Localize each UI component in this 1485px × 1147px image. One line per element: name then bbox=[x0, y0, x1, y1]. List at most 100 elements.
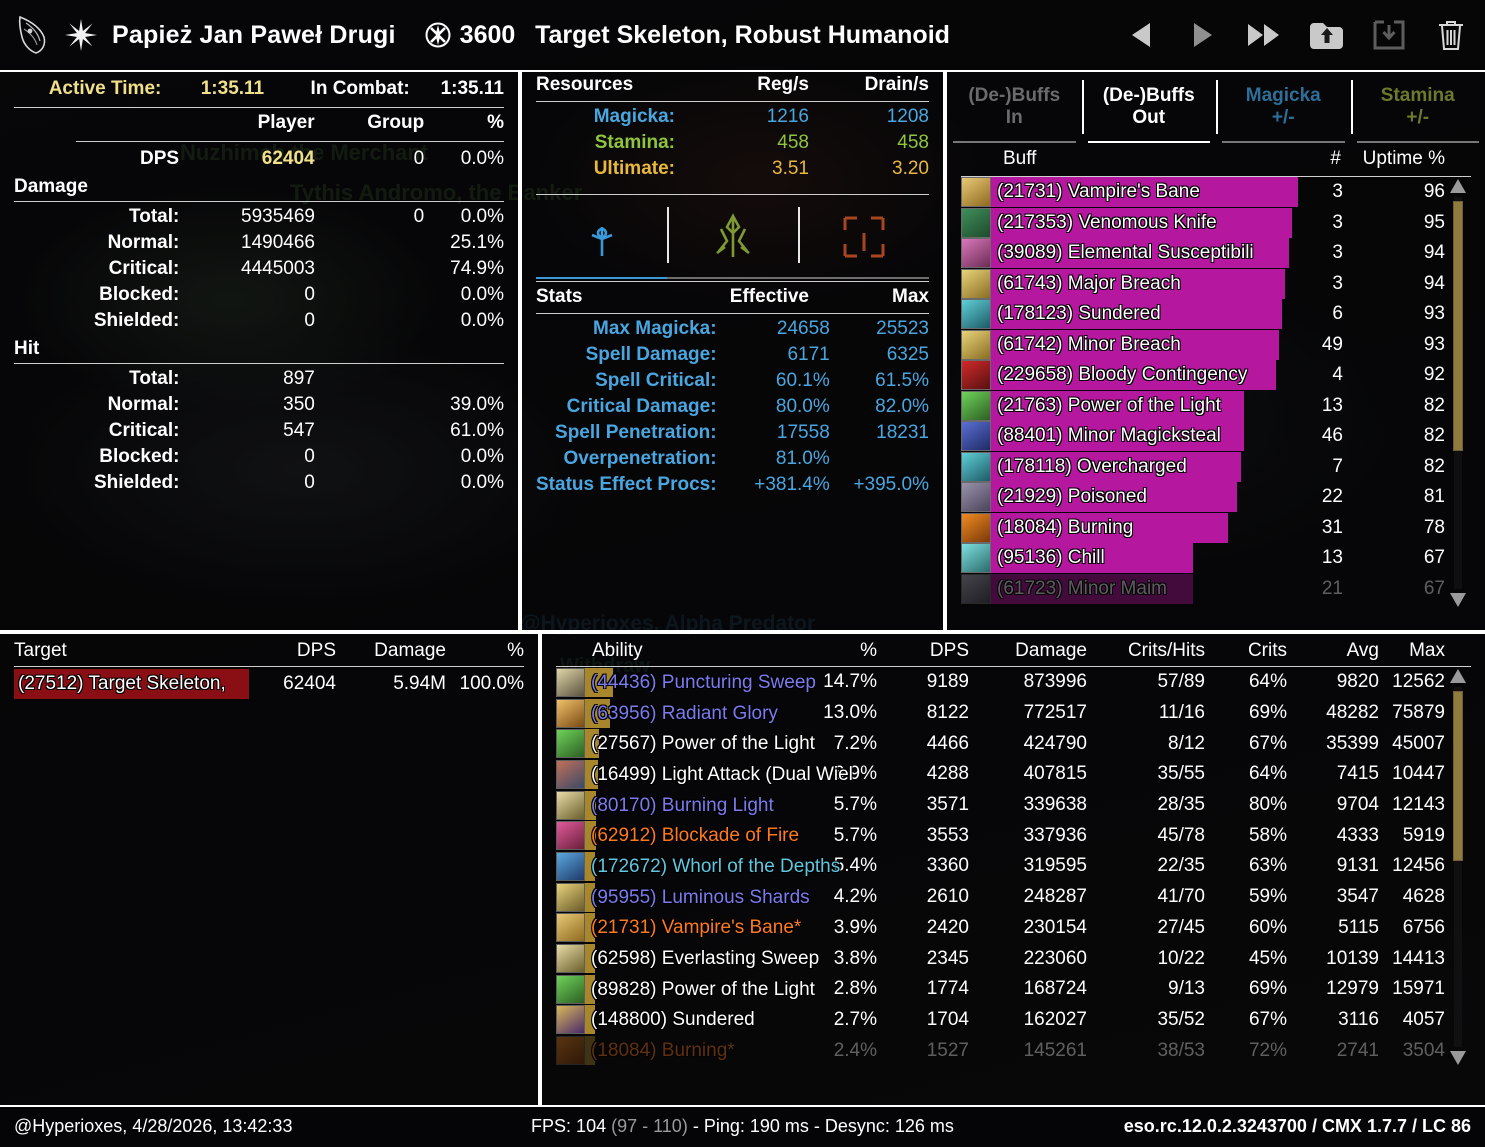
ability-row[interactable]: (62912) Blockade of Fire 5.7% 3553 337936 45… bbox=[556, 820, 1471, 851]
tab-label-line2: +/- bbox=[1406, 107, 1430, 128]
buff-row[interactable]: (88401) Minor Magicksteal 46 82 bbox=[961, 421, 1471, 452]
ability-crits: 69% bbox=[1248, 978, 1287, 1000]
buff-row[interactable]: (18084) Burning 31 78 bbox=[961, 512, 1471, 544]
buff-row[interactable]: (61723) Minor Maim 21 67 bbox=[961, 573, 1471, 605]
scroll-up-icon[interactable] bbox=[1449, 667, 1467, 685]
buff-row[interactable]: (61742) Minor Breach 49 93 bbox=[961, 329, 1471, 361]
ability-damage: 772517 bbox=[1023, 702, 1087, 724]
scroll-up-icon[interactable] bbox=[1449, 177, 1467, 195]
buff-row[interactable]: (229658) Bloody Contingency 4 92 bbox=[961, 360, 1471, 391]
stat-group bbox=[315, 392, 424, 418]
stats-title: Stats bbox=[536, 286, 583, 307]
buff-uptime-bar-wrap: (61742) Minor Breach bbox=[991, 329, 1279, 360]
ability-row[interactable]: (62598) Everlasting Sweep 3.8% 2345 223060 1… bbox=[556, 943, 1471, 974]
ability-row[interactable]: (80170) Burning Light 5.7% 3571 339638 28/35… bbox=[556, 790, 1471, 821]
buff-name: (95136) Chill bbox=[997, 547, 1105, 569]
buff-row[interactable]: (21763) Power of the Light 13 82 bbox=[961, 390, 1471, 422]
stat-effective: 60.1% bbox=[775, 370, 830, 391]
col-effective: Effective bbox=[729, 286, 809, 307]
ability-damage: 407815 bbox=[1023, 763, 1087, 785]
stat-player: 0 bbox=[304, 446, 315, 467]
stat-pct: 0.0% bbox=[460, 310, 504, 331]
ability-scroll-thumb[interactable] bbox=[1453, 691, 1463, 861]
target-list[interactable]: (27512) Target Skeleton, 62404 5.94M 100.0% bbox=[14, 667, 524, 701]
buffs-tab--2[interactable]: Magicka +/- bbox=[1216, 72, 1351, 143]
tab-label-line2: +/- bbox=[1271, 107, 1295, 128]
load-fight-icon[interactable] bbox=[1307, 15, 1347, 55]
stat-player: 1490466 bbox=[241, 232, 315, 253]
ability-damage: 319595 bbox=[1023, 855, 1087, 877]
next-fight-icon[interactable] bbox=[1183, 15, 1223, 55]
save-fight-icon[interactable] bbox=[1369, 15, 1409, 55]
buff-row[interactable]: (178118) Overcharged 7 82 bbox=[961, 451, 1471, 483]
ability-crits: 59% bbox=[1248, 886, 1287, 908]
ability-damage: 873996 bbox=[1023, 671, 1087, 693]
ability-scrollbar[interactable] bbox=[1449, 667, 1467, 1067]
ability-row[interactable]: (21731) Vampire's Bane* 3.9% 2420 230154 27/… bbox=[556, 913, 1471, 944]
buffs-tab-in-0[interactable]: (De-)Buffs In bbox=[947, 72, 1082, 143]
stat-player: 5935469 bbox=[241, 206, 315, 227]
ability-row[interactable]: (44436) Puncturing Sweep 14.7% 9189 873996 5… bbox=[556, 667, 1471, 698]
magicka-resource-tab[interactable] bbox=[536, 201, 667, 279]
buff-row[interactable]: (61743) Major Breach 3 94 bbox=[961, 268, 1471, 300]
ability-name: (62598) Everlasting Sweep bbox=[591, 948, 820, 970]
buff-row[interactable]: (21731) Vampire's Bane 3 96 bbox=[961, 177, 1471, 208]
buffs-list[interactable]: (21731) Vampire's Bane 3 96 (217353) Venomo… bbox=[961, 177, 1471, 609]
delete-fight-icon[interactable] bbox=[1431, 15, 1471, 55]
ability-panel: Ability% DPS Damage Crits/Hits Crits Avg Max (… bbox=[540, 632, 1485, 1105]
stat-row: Normal: 1490466 25.1% bbox=[14, 230, 504, 256]
stat-effective: +381.4% bbox=[754, 474, 830, 495]
buff-uptime-bar-wrap: (39089) Elemental Susceptibili bbox=[991, 238, 1289, 269]
ability-row[interactable]: (148800) Sundered 2.7% 1704 162027 35/52 67% 3… bbox=[556, 1005, 1471, 1036]
ability-row[interactable]: (18084) Burning* 2.4% 1527 145261 38/53 72% 27… bbox=[556, 1035, 1471, 1066]
ability-col-ability: Ability bbox=[592, 640, 643, 661]
ability-avg: 7415 bbox=[1336, 763, 1379, 785]
stat-pct bbox=[424, 366, 504, 392]
resource-label: Ultimate: bbox=[593, 158, 675, 179]
resource-row: Magicka: 1216 1208 bbox=[536, 104, 929, 130]
ability-crits-hits: 10/22 bbox=[1157, 947, 1205, 969]
previous-fight-icon[interactable] bbox=[1121, 15, 1161, 55]
tab-separator bbox=[1350, 80, 1353, 134]
health-resource-tab[interactable] bbox=[798, 201, 929, 279]
ability-name: (44436) Puncturing Sweep bbox=[591, 671, 816, 693]
buff-row[interactable]: (178123) Sundered 6 93 bbox=[961, 299, 1471, 330]
ability-list[interactable]: (44436) Puncturing Sweep 14.7% 9189 873996 5… bbox=[556, 667, 1471, 1067]
ability-avg: 9704 bbox=[1336, 794, 1379, 816]
resource-drain: 1208 bbox=[886, 106, 929, 127]
ability-row[interactable]: (95955) Luminous Shards 4.2% 2610 248287 41/… bbox=[556, 882, 1471, 913]
buff-row[interactable]: (39089) Elemental Susceptibili 3 94 bbox=[961, 238, 1471, 269]
buffs-scrollbar[interactable] bbox=[1449, 177, 1467, 609]
buff-icon bbox=[961, 207, 991, 238]
col-pct: % bbox=[507, 640, 524, 661]
ability-row[interactable]: (16499) Light Attack (Dual Wiel 6.9% 4288 4… bbox=[556, 759, 1471, 790]
buff-row[interactable]: (21929) Poisoned 22 81 bbox=[961, 482, 1471, 513]
tab-label-line1: Stamina bbox=[1380, 85, 1455, 107]
target-pct: 100.0% bbox=[459, 673, 524, 694]
target-row[interactable]: (27512) Target Skeleton, 62404 5.94M 100.0% bbox=[14, 667, 524, 701]
buffs-tab-out-1[interactable]: (De-)Buffs Out bbox=[1081, 72, 1217, 143]
ability-row[interactable]: (21929) Poisoned*2.4%151814436934/5760%2… bbox=[556, 1066, 1471, 1067]
resource-drain: 3.20 bbox=[892, 158, 929, 179]
ability-row[interactable]: (63956) Radiant Glory 13.0% 8122 772517 11/1… bbox=[556, 698, 1471, 729]
stamina-resource-tab[interactable] bbox=[667, 201, 798, 279]
buffs-scroll-thumb[interactable] bbox=[1453, 201, 1463, 451]
fast-forward-icon[interactable] bbox=[1245, 15, 1285, 55]
ability-row[interactable]: (172672) Whorl of the Depths 5.4% 3360 3195… bbox=[556, 851, 1471, 882]
stat-label: Critical Damage: bbox=[566, 396, 717, 417]
ability-crits-hits: 22/35 bbox=[1157, 855, 1205, 877]
buff-uptime-bar-wrap: (21929) Poisoned bbox=[991, 482, 1255, 513]
stat-label: Overpenetration: bbox=[563, 448, 717, 469]
buff-row[interactable]: (95136) Chill 13 67 bbox=[961, 543, 1471, 574]
champion-point-icon bbox=[425, 22, 451, 48]
buff-icon bbox=[961, 543, 991, 574]
buff-row[interactable]: (217353) Venomous Knife 3 95 bbox=[961, 207, 1471, 239]
buff-icon bbox=[961, 451, 991, 482]
ability-name: (89828) Power of the Light bbox=[591, 978, 815, 1000]
ability-name: (172672) Whorl of the Depths bbox=[591, 855, 841, 877]
ability-row[interactable]: (27567) Power of the Light 7.2% 4466 424790… bbox=[556, 728, 1471, 759]
buffs-tab--3[interactable]: Stamina +/- bbox=[1350, 72, 1485, 143]
ability-bar-wrap: (172672) Whorl of the Depths bbox=[585, 851, 840, 881]
ability-row[interactable]: (89828) Power of the Light 2.8% 1774 168724… bbox=[556, 974, 1471, 1005]
titlebar-actions bbox=[1121, 0, 1471, 70]
